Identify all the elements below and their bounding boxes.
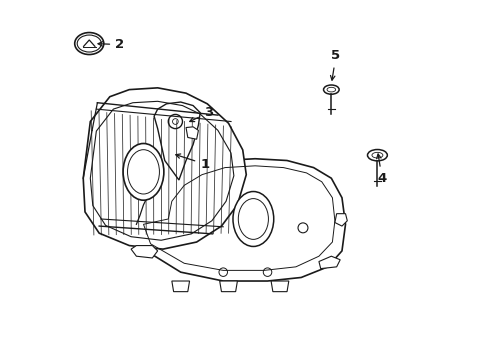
Polygon shape xyxy=(131,246,157,258)
Polygon shape xyxy=(334,214,346,226)
Ellipse shape xyxy=(367,149,386,161)
Text: 2: 2 xyxy=(98,38,124,51)
Ellipse shape xyxy=(323,85,339,94)
Polygon shape xyxy=(171,281,189,292)
Text: 5: 5 xyxy=(330,49,340,80)
Text: 3: 3 xyxy=(189,106,213,122)
Polygon shape xyxy=(83,88,246,249)
Polygon shape xyxy=(154,102,200,180)
Text: 4: 4 xyxy=(376,154,386,185)
Polygon shape xyxy=(136,159,345,281)
Text: 1: 1 xyxy=(176,154,209,171)
Polygon shape xyxy=(185,127,198,139)
Ellipse shape xyxy=(123,144,163,200)
Ellipse shape xyxy=(75,32,103,54)
Polygon shape xyxy=(318,256,340,269)
Ellipse shape xyxy=(232,192,273,247)
Polygon shape xyxy=(219,281,237,292)
Polygon shape xyxy=(270,281,288,292)
